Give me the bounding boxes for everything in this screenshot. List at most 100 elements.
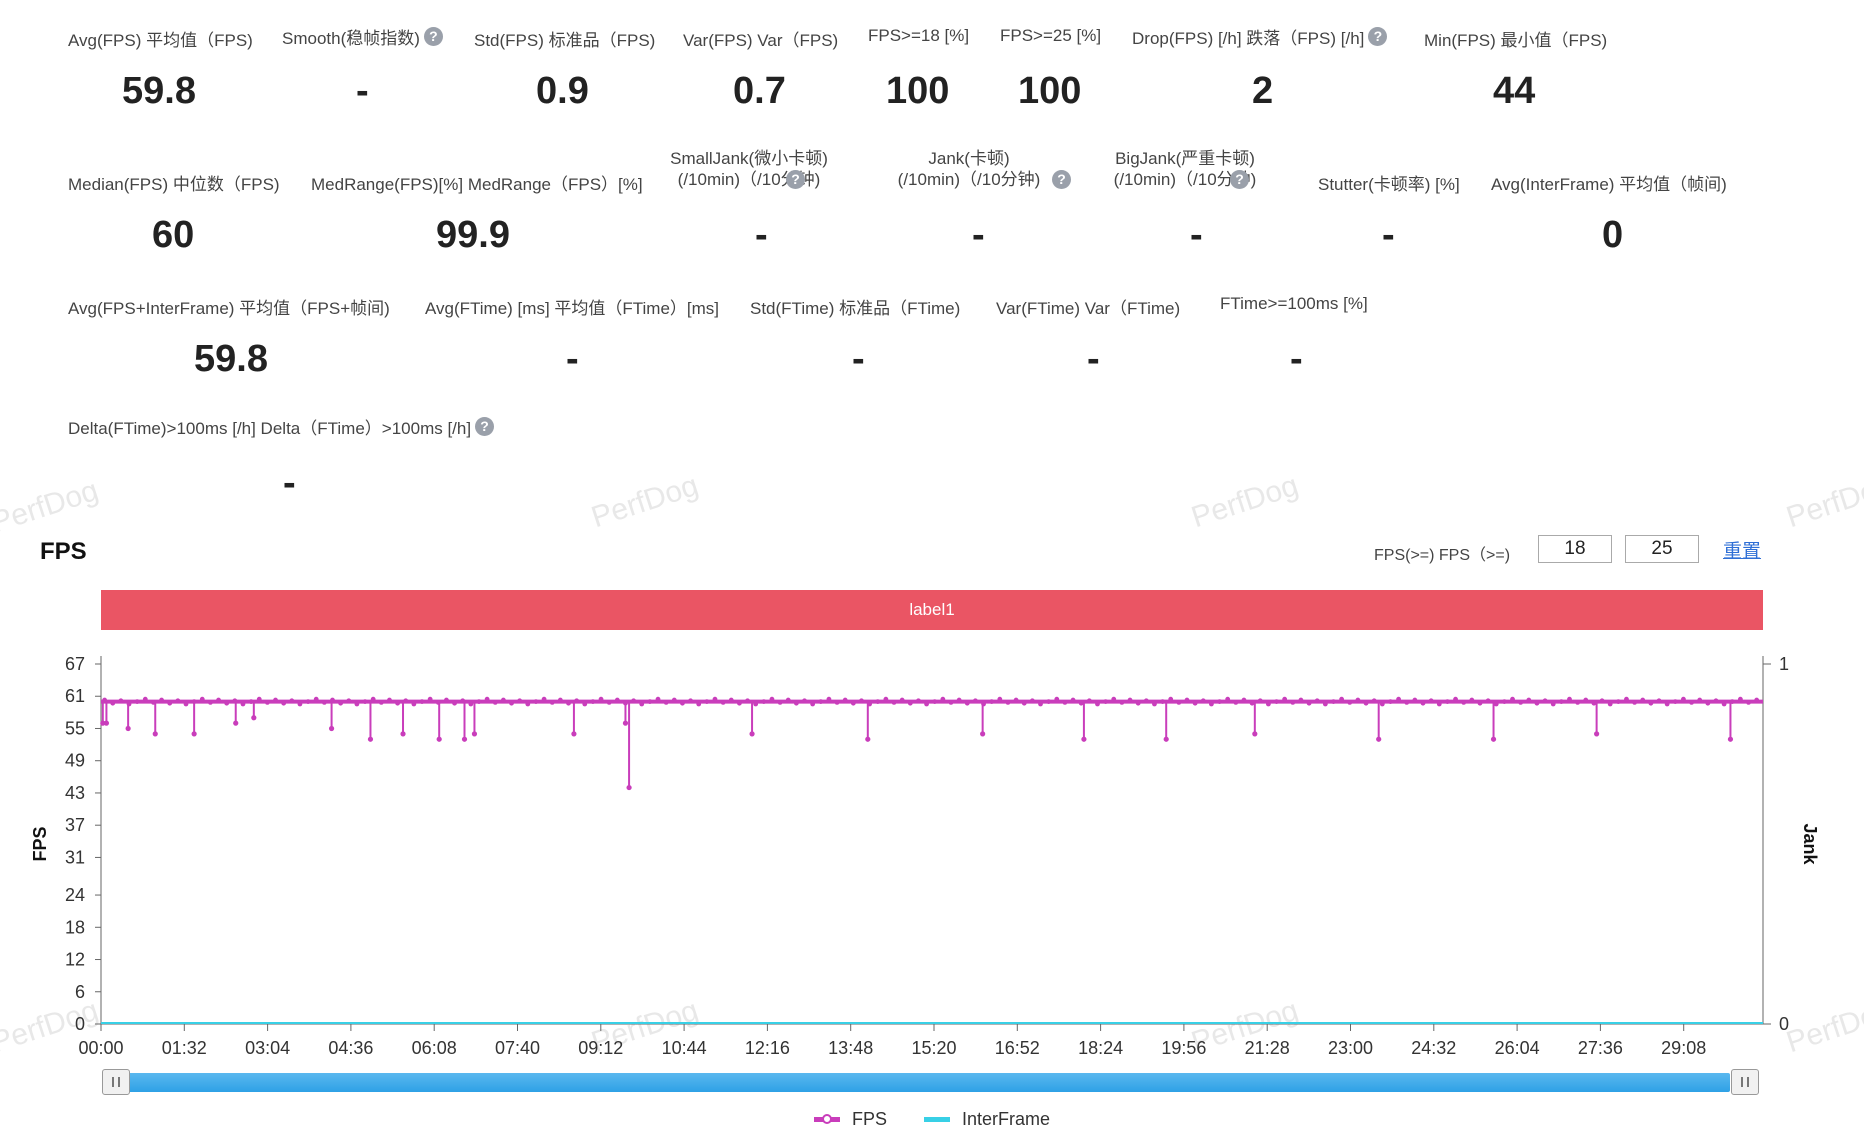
fps-point	[826, 696, 832, 702]
fps-dip-point	[980, 731, 986, 737]
fps-point	[1241, 697, 1247, 703]
metric-value: 0.9	[536, 70, 589, 112]
fps-point	[419, 699, 425, 705]
metric-label: FPS>=18 [%]	[868, 26, 970, 45]
threshold-high-input[interactable]	[1625, 535, 1699, 563]
fps-point	[297, 701, 303, 707]
fps-point	[1005, 700, 1011, 705]
metric-label-sub: (/10min)（/10分钟)	[677, 170, 821, 189]
y-tick-label: 67	[65, 654, 85, 674]
help-icon[interactable]: ?	[786, 170, 805, 189]
legend-interframe-swatch	[924, 1117, 950, 1122]
fps-point	[1461, 700, 1467, 705]
metric-value: -	[283, 462, 296, 504]
fps-point	[1371, 698, 1377, 704]
metric-value: -	[1382, 214, 1395, 256]
fps-point	[1314, 698, 1320, 704]
metric-label: MedRange(FPS)[%] MedRange（FPS）[%]	[311, 175, 643, 194]
x-tick-label: 13:48	[828, 1038, 873, 1058]
fps-dip-point	[400, 731, 406, 737]
fps-point	[1575, 700, 1581, 705]
metric-fps-ge-18: FPS>=18 [%]	[868, 26, 969, 46]
threshold-low-input[interactable]	[1538, 535, 1612, 563]
fps-dip-point	[367, 736, 374, 742]
fps-point	[1469, 697, 1475, 703]
fps-point	[1111, 696, 1117, 702]
metric-jank: Jank(卡顿) (/10min)（/10分钟) ?	[884, 148, 1071, 190]
fps-point	[167, 700, 173, 706]
legend-item-interframe[interactable]: InterFrame	[924, 1109, 1050, 1130]
watermark: PerfDog	[1782, 468, 1864, 535]
fps-point	[1095, 701, 1100, 707]
help-icon[interactable]: ?	[475, 417, 495, 436]
fps-point	[216, 697, 221, 703]
fps-point	[1306, 700, 1312, 706]
fps-point	[102, 697, 108, 703]
fps-point	[639, 701, 645, 707]
help-icon[interactable]: ?	[1368, 27, 1388, 46]
metric-label: Avg(FTime) [ms] 平均值（FTime）[ms]	[425, 299, 720, 318]
legend-item-fps[interactable]: FPS	[813, 1109, 887, 1130]
fps-point	[248, 699, 254, 705]
zoom-slider-handle-right[interactable]	[1731, 1069, 1759, 1095]
y-tick-label: 49	[65, 751, 85, 771]
x-tick-label: 07:40	[495, 1038, 540, 1058]
metric-label: Jank(卡顿)	[928, 149, 1010, 168]
y-tick-label: 18	[65, 917, 85, 937]
fps-dip-point	[461, 736, 468, 742]
fps-point	[655, 696, 661, 702]
fps-point	[500, 697, 506, 703]
label-bar[interactable]: label1	[101, 590, 1763, 630]
fps-point	[680, 700, 685, 706]
help-icon[interactable]: ?	[1230, 170, 1249, 189]
fps-point	[582, 701, 588, 707]
fps-point	[387, 697, 392, 703]
metric-value: 0	[1602, 214, 1624, 256]
fps-point	[1453, 696, 1458, 702]
fps-point	[1526, 697, 1532, 703]
zoom-slider-track[interactable]	[113, 1073, 1730, 1092]
fps-point	[1339, 696, 1345, 702]
y-tick-label: 55	[65, 718, 85, 738]
y-tick-label: 12	[65, 950, 85, 970]
help-icon[interactable]: ?	[423, 27, 443, 46]
fps-point	[134, 699, 140, 705]
fps-point	[623, 700, 628, 706]
fps-point	[264, 700, 270, 705]
fps-point	[818, 699, 824, 705]
fps-point	[142, 696, 148, 702]
metric-avg-ftime: Avg(FTime) [ms] 平均值（FTime）[ms]	[425, 294, 719, 319]
fps-point	[598, 696, 604, 702]
fps-point	[460, 698, 466, 704]
fps-point	[224, 700, 230, 706]
fps-point	[1648, 700, 1654, 706]
metric-label-sub: (/10min)（/10分钟)	[1113, 170, 1257, 189]
x-tick-label: 16:52	[995, 1038, 1040, 1058]
fps-point	[720, 700, 726, 705]
zoom-slider-handle-left[interactable]	[102, 1069, 130, 1095]
fps-point	[1265, 701, 1271, 707]
fps-point	[1135, 700, 1141, 706]
fps-point	[647, 699, 653, 705]
reset-link[interactable]: 重置	[1723, 541, 1762, 562]
fps-point	[671, 697, 677, 703]
fps-point	[736, 700, 742, 706]
fps-point	[435, 700, 441, 705]
metric-drop-fps: Drop(FPS) [/h] 跌落（FPS) [/h]?	[1132, 24, 1388, 49]
fps-point	[566, 700, 571, 706]
y-tick-label: 24	[65, 885, 85, 905]
fps-point	[1046, 699, 1052, 705]
fps-point	[704, 699, 710, 705]
x-tick-label: 21:28	[1245, 1038, 1290, 1058]
fps-dip-point	[125, 725, 131, 732]
x-tick-label: 26:04	[1495, 1038, 1540, 1058]
fps-point	[1290, 700, 1296, 705]
fps-point	[1681, 696, 1686, 702]
x-tick-label: 10:44	[662, 1038, 707, 1058]
metric-label: FTime>=100ms [%]	[1220, 294, 1368, 313]
x-tick-label: 18:24	[1078, 1038, 1123, 1058]
metric-label: Smooth(稳帧指数)	[282, 29, 420, 48]
help-icon[interactable]: ?	[1052, 170, 1071, 189]
fps-point	[1103, 699, 1109, 705]
fps-point	[834, 700, 840, 705]
